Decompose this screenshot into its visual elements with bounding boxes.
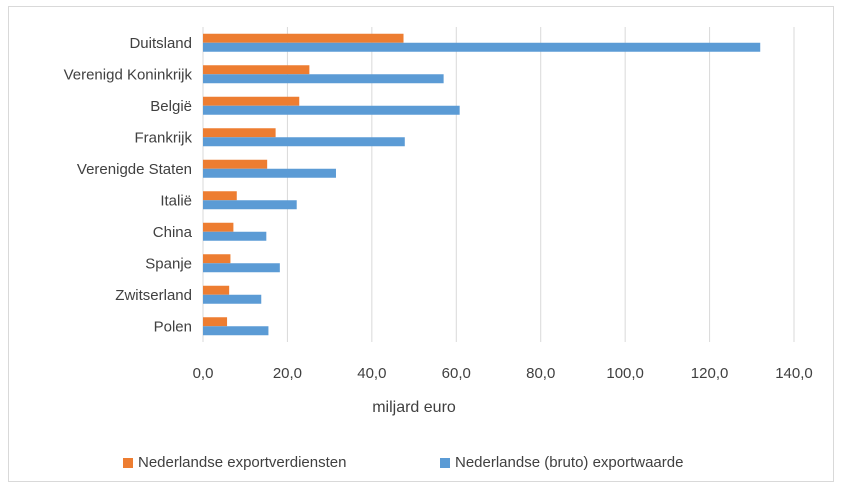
x-axis-label: miljard euro [372, 399, 456, 416]
x-tick-label: 40,0 [357, 365, 386, 382]
bar-exportwaarde [203, 294, 262, 304]
bar-exportwaarde [203, 42, 761, 52]
bar-exportverdiensten [203, 128, 276, 138]
bar-exportwaarde [203, 105, 460, 115]
bar-exportverdiensten [203, 159, 268, 169]
category-label: Zwitserland [115, 287, 192, 304]
x-tick-label: 140,0 [775, 365, 813, 382]
bar-exportwaarde [203, 137, 405, 147]
category-label: België [150, 98, 192, 115]
legend-label-exportverdiensten: Nederlandse exportverdiensten [138, 454, 346, 471]
x-tick-label: 80,0 [526, 365, 555, 382]
legend-swatch-exportverdiensten [123, 458, 133, 468]
category-label: Italië [160, 192, 192, 209]
category-label: Verenigde Staten [77, 161, 192, 178]
category-label: Frankrijk [134, 129, 192, 146]
x-tick-label: 120,0 [691, 365, 729, 382]
bar-exportverdiensten [203, 191, 237, 201]
category-label: Duitsland [129, 35, 192, 52]
bar-exportwaarde [203, 326, 269, 336]
bar-exportverdiensten [203, 33, 404, 43]
chart-frame: Duitsland Verenigd Koninkrijk België Frankr… [8, 6, 834, 482]
bar-exportwaarde [203, 74, 444, 84]
bar-exportverdiensten [203, 254, 231, 264]
bar-exportwaarde [203, 231, 267, 241]
legend: Nederlandse exportverdiensten Nederlands… [123, 454, 683, 471]
legend-swatch-exportwaarde [440, 458, 450, 468]
x-tick-label: 0,0 [193, 365, 214, 382]
bars [203, 33, 761, 336]
bar-exportverdiensten [203, 317, 228, 327]
x-tick-label: 20,0 [273, 365, 302, 382]
bar-exportwaarde [203, 263, 280, 273]
bar-exportverdiensten [203, 65, 310, 75]
bar-exportverdiensten [203, 96, 300, 106]
category-label: Verenigd Koninkrijk [64, 66, 193, 83]
category-labels: Duitsland Verenigd Koninkrijk België Frankr… [64, 35, 193, 336]
legend-label-exportwaarde: Nederlandse (bruto) exportwaarde [455, 454, 683, 471]
x-tick-label: 60,0 [442, 365, 471, 382]
x-tick-label: 100,0 [606, 365, 644, 382]
bar-exportverdiensten [203, 222, 234, 232]
category-label: Polen [154, 318, 192, 335]
bar-exportwaarde [203, 200, 297, 210]
bar-exportwaarde [203, 168, 336, 178]
category-label: Spanje [145, 255, 192, 272]
x-tick-labels: 0,0 20,0 40,0 60,0 80,0 100,0 120,0 140,0 [193, 365, 813, 382]
bar-exportverdiensten [203, 285, 230, 295]
bar-chart: Duitsland Verenigd Koninkrijk België Frankr… [64, 27, 813, 471]
category-label: China [153, 224, 193, 241]
